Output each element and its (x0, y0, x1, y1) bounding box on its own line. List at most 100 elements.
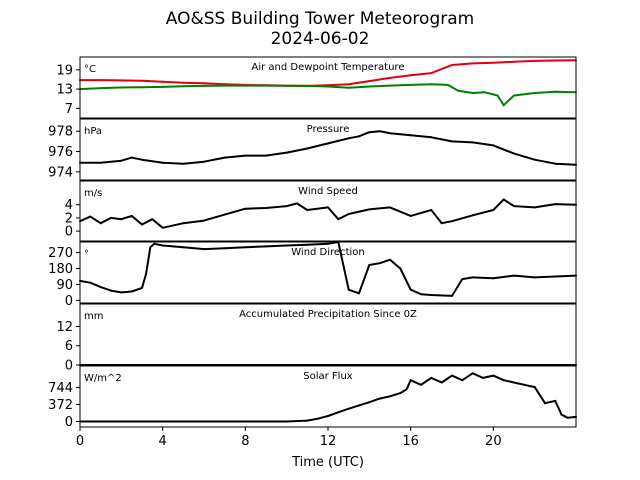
panel-6-series-1-point (461, 379, 464, 382)
xtick-label: 20 (485, 434, 502, 449)
panel-4-series-1-point (451, 294, 453, 297)
panel-1-series-2-point (244, 84, 247, 87)
panel-3-series-1-point (99, 222, 102, 225)
panel-4-series-1-point (89, 281, 92, 284)
panel-3-series-1-point (533, 206, 536, 209)
xtick-label: 12 (320, 434, 337, 449)
panel-3-series-1-point (161, 226, 164, 229)
panel-1-series-1-point (389, 76, 391, 79)
panel-5-title: Accumulated Precipitation Since 0Z (239, 309, 417, 320)
panel-1-series-2-point (265, 84, 267, 87)
panel-3-series-1-point (285, 205, 288, 208)
panel-2-series-1-point (120, 159, 123, 162)
panel-4-series-1-point (244, 246, 247, 249)
panel-6-series-1-point (285, 420, 288, 423)
panel-2-title: Pressure (307, 124, 350, 135)
xtick-label: 16 (402, 434, 419, 449)
panel-1-ytick-label: 13 (56, 83, 73, 98)
panel-2-series-1-point (161, 161, 164, 164)
panel-1-series-1-point (120, 79, 123, 82)
panel-1-series-2-point (285, 84, 288, 87)
xtick-label: 0 (76, 434, 84, 449)
panel-1-series-1-point (368, 80, 371, 83)
panel-4-series-1-point (378, 262, 381, 265)
panel-2-series-1-point (130, 156, 133, 159)
panel-4-series-1-point (130, 290, 133, 293)
panel-4-ytick-label: 180 (48, 262, 73, 277)
panel-6-series-1-point (378, 397, 381, 400)
x-axis-label: Time (UTC) (291, 455, 364, 470)
panel-2-series-1-point (378, 130, 381, 133)
panel-6-series-1-point (492, 374, 495, 377)
panel-1-series-1-point (182, 81, 185, 84)
panel-6-series-1-point (554, 399, 557, 402)
panel-1-series-2-point (223, 84, 226, 87)
panel-1-series-2-point (502, 104, 505, 107)
panel-3-series-1-point (440, 222, 443, 225)
panel-1-series-2-point (161, 85, 164, 88)
panel-4-series-1-point (223, 247, 226, 250)
panel-2-series-1-point (368, 131, 371, 134)
panel-2-series-1-point (492, 144, 495, 147)
panel-3-series-1-point (337, 218, 340, 221)
panel-2-series-1-point (99, 161, 102, 164)
panel-4-series-1-point (554, 275, 557, 278)
panel-3-series-1-point (265, 207, 267, 209)
panel-3-series-1-point (513, 205, 515, 208)
panel-1-title: Air and Dewpoint Temperature (252, 62, 405, 73)
panel-5-ytick-label: 0 (65, 359, 73, 374)
panel-4-series-1-point (120, 291, 123, 294)
panel-2-series-1-point (430, 136, 433, 139)
panel-6-series-1-point (327, 415, 329, 417)
panel-1-series-2-point (533, 92, 536, 94)
panel-1-series-2-point (430, 83, 433, 86)
panel-2-ytick-label: 974 (48, 165, 73, 180)
panel-2-series-1-point (306, 147, 309, 150)
panel-4-series-1-point (203, 248, 205, 251)
panel-3-series-1-point (223, 213, 226, 216)
panel-3-series-1-point (502, 198, 505, 201)
panel-1-series-1-point (99, 79, 102, 82)
panel-2-ytick-label: 976 (48, 145, 73, 160)
panel-4-series-1-point (145, 272, 148, 275)
panel-6-series-1-point (368, 401, 371, 404)
panel-3-series-1-point (244, 207, 247, 210)
panel-6-series-1-point (244, 420, 247, 423)
panel-2-series-1-point (358, 135, 360, 138)
panel-1-frame (79, 56, 577, 119)
panel-1-series-2-point (457, 89, 460, 92)
panel-2-series-1-line (80, 130, 577, 166)
panel-3-series-1-point (306, 209, 309, 211)
panel-3-series-1-point (451, 220, 453, 223)
panel-3-series-1-point (347, 213, 350, 215)
panel-3-series-1-point (120, 218, 123, 221)
panel-4-unit: ° (84, 249, 89, 260)
xtick-label: 8 (241, 434, 249, 449)
panel-4-series-1-point (471, 276, 474, 279)
panel-6-series-1-point (560, 413, 563, 416)
xtick-label: 4 (159, 434, 167, 449)
panel-3-series-1-point (368, 208, 371, 211)
panel-3-series-1-point (141, 223, 143, 226)
panel-3-series-1-line (79, 198, 577, 229)
panel-4-series-1-point (358, 292, 360, 295)
panel-1-series-2-point (484, 91, 487, 94)
panel-2-series-1-point (182, 162, 185, 165)
panel-4-series-1-point (368, 264, 371, 266)
panel-4-series-1-point (153, 242, 156, 245)
panel-6-series-1-point (347, 407, 350, 410)
panel-1-series-2-point (99, 87, 102, 90)
panel-3-ytick-label: 0 (65, 225, 73, 240)
panel-1-series-1-point (554, 59, 557, 62)
panel-6-ytick-label: 0 (65, 415, 73, 430)
panel-2-series-1-point (327, 142, 329, 145)
panel-2-frame (79, 118, 577, 181)
panel-3-series-1-point (130, 214, 133, 217)
panel-1-unit: °C (84, 64, 96, 75)
panel-1-series-2-point (141, 86, 143, 89)
panel-4-series-1-point (149, 246, 152, 249)
panel-1-series-2-point (347, 86, 350, 89)
panel-6-series-1-point (306, 419, 309, 422)
panel-1-series-1-point (347, 83, 350, 86)
